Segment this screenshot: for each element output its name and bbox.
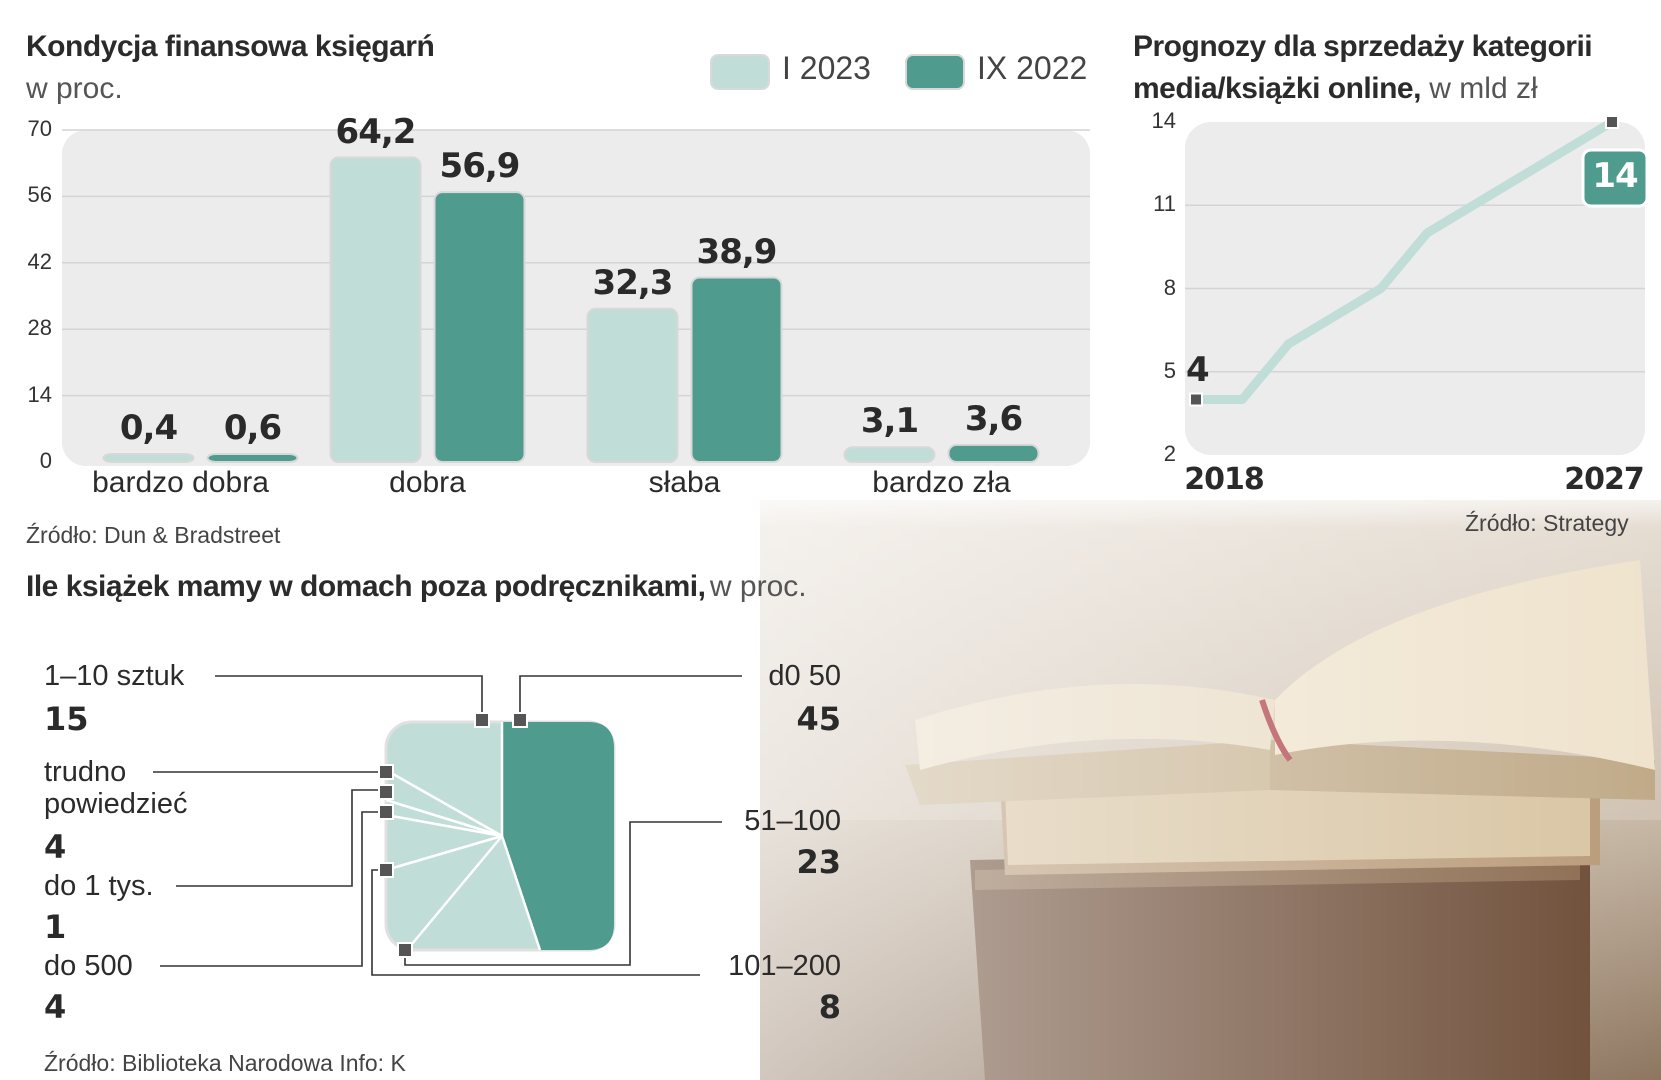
bar-chart-source: Źródło: Dun & Bradstreet: [26, 522, 281, 548]
bar-value-0-1: 64,2: [335, 111, 417, 152]
pie-label-101-200: 101–200: [728, 950, 841, 982]
pie-value-1-10: 15: [44, 700, 89, 738]
line-chart-unit: w mld zł: [1429, 72, 1538, 105]
bar-value-1-3: 3,6: [964, 398, 1023, 439]
pie-chart-title-text: Ile książek mamy w domach poza podręczni…: [26, 570, 706, 603]
line-chart-title-2-text: media/książki online,: [1133, 72, 1421, 105]
pie-leader-do-500: [160, 811, 386, 967]
pie-value-do-500: 4: [44, 988, 67, 1026]
bar-0-3: [843, 446, 936, 464]
bar-y-tick-56: 56: [27, 182, 52, 208]
bar-category-3: bardzo zła: [872, 466, 1011, 499]
legend-label-ix-2022: IX 2022: [977, 50, 1088, 86]
line-end-badge: [1581, 148, 1649, 208]
bar-y-tick-70: 70: [27, 116, 52, 141]
pie-label-trudno: trudno: [44, 756, 127, 788]
bar-1-2: [690, 276, 783, 464]
bar-value-0-0: 0,4: [119, 408, 178, 448]
bar-0-1: [329, 156, 422, 463]
line-series: [1196, 118, 1615, 404]
bar-chart-title: Kondycja finansowa księgarń: [26, 30, 435, 63]
pie-label-do-500: do 500: [44, 950, 133, 982]
bar-value-1-1: 56,9: [439, 146, 521, 187]
pie-label-1-10: 1–10 sztuk: [44, 660, 185, 692]
legend-swatch-i-2023: [710, 54, 770, 90]
pie-separator-5: [385, 798, 503, 838]
bar-1-3: [947, 443, 1040, 464]
line-y-tick-11: 11: [1153, 191, 1176, 217]
pie-value-51-100: 23: [796, 843, 841, 881]
line-y-tick-14: 14: [1151, 108, 1176, 133]
pie-value-trudno: 4: [44, 828, 67, 866]
line-end-value: 14: [1592, 156, 1638, 196]
line-y-tick-8: 8: [1163, 274, 1176, 300]
pie-leader-d0-50: [519, 675, 742, 722]
pie-slice-d0-50: [502, 722, 614, 950]
bar-category-0: bardzo dobra: [92, 466, 269, 499]
pie-leader-do-1-tys: [176, 789, 386, 887]
pie-marker-0: [474, 712, 490, 728]
legend-swatch-ix-2022: [905, 54, 965, 90]
line-y-tick-2: 2: [1163, 441, 1176, 466]
line-chart-source: Źródło: Strategy: [1465, 510, 1629, 536]
pie-separator-6: [385, 768, 503, 838]
pie-separator-2: [406, 835, 503, 951]
pie-chart-title: Ile książek mamy w domach poza podręczni…: [26, 570, 807, 604]
legend-label-i-2023: I 2023: [782, 50, 871, 86]
bar-y-tick-42: 42: [27, 248, 52, 274]
pie-label-do-50: d0 50: [768, 660, 841, 692]
pie-separator-4: [385, 813, 503, 838]
pie-marker-2: [378, 764, 394, 780]
bar-category-2: słaba: [648, 466, 721, 499]
bar-0-2: [586, 307, 679, 464]
bar-y-tick-14: 14: [27, 381, 52, 407]
pie-leader-51-100: [404, 821, 722, 966]
line-x-tick-start: 2018: [1184, 462, 1264, 497]
pie-value-101-200: 8: [818, 988, 841, 1026]
pie-separator-3: [385, 834, 503, 872]
pie-marker-5: [378, 862, 394, 878]
pie-chart-unit: w proc.: [709, 570, 807, 603]
pie-value-do-1-tys: 1: [44, 908, 67, 946]
line-chart-title-1: Prognozy dla sprzedaży kategorii: [1133, 30, 1593, 63]
pie-marker-3: [378, 784, 394, 800]
bar-value-1-2: 38,9: [696, 231, 778, 272]
line-start-value: 4: [1186, 349, 1210, 390]
pie-separator-1: [500, 835, 542, 951]
bar-plot-area: [62, 130, 1090, 466]
bar-y-tick-0: 0: [39, 448, 52, 473]
pie-chart-source: Źródło: Biblioteka Narodowa Info: K: [44, 1050, 406, 1076]
bar-1-1: [433, 191, 526, 463]
bar-value-1-0: 0,6: [223, 408, 282, 448]
line-point-end: [1605, 115, 1619, 129]
line-y-tick-5: 5: [1163, 357, 1176, 383]
pie-marker-6: [397, 942, 413, 958]
bar-category-1: dobra: [389, 466, 466, 499]
pie-leader-1-10: [215, 675, 483, 722]
pie-label-do-1-tys: do 1 tys.: [44, 870, 154, 902]
pie-value-do-50: 45: [796, 700, 841, 738]
line-point-start: [1189, 392, 1203, 407]
bar-0-0: [102, 453, 195, 463]
bar-y-tick-28: 28: [27, 315, 52, 341]
bar-chart-subtitle: w proc.: [26, 72, 123, 105]
bar-1-0: [206, 453, 299, 463]
bar-value-0-2: 32,3: [592, 262, 674, 303]
pie-label-powiedziec: powiedzieć: [44, 788, 188, 820]
pie-marker-1: [512, 712, 528, 728]
line-chart-title-2: media/książki online, w mld zł: [1133, 72, 1538, 106]
pie-label-51-100: 51–100: [744, 805, 841, 837]
bar-value-0-3: 3,1: [860, 401, 919, 442]
line-x-tick-end: 2027: [1564, 462, 1644, 497]
pie-marker-4: [378, 804, 394, 820]
